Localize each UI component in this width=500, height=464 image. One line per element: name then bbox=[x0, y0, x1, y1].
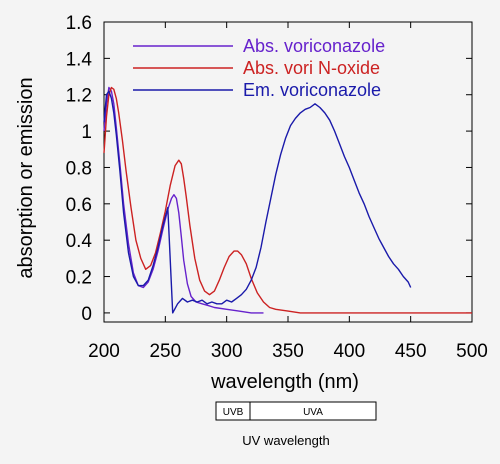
tick-marks bbox=[103, 21, 473, 322]
y-tick-label: 0.2 bbox=[66, 268, 92, 289]
y-tick-labels: 0 0.2 0.4 0.6 0.8 1 1.2 1.4 1.6 bbox=[66, 13, 93, 325]
x-tick-label: 300 bbox=[211, 341, 243, 362]
uv-band-box bbox=[215, 401, 377, 421]
legend-label: Abs. voriconazole bbox=[243, 36, 385, 56]
uva-label: UVA bbox=[303, 407, 323, 418]
series-line-2 bbox=[103, 86, 472, 314]
uv-band-caption: UV wavelength bbox=[242, 433, 329, 448]
y-tick-label: 1 bbox=[81, 122, 92, 143]
y-tick-label: 1.4 bbox=[66, 49, 93, 70]
legend-label: Em. voriconazole bbox=[243, 80, 381, 100]
y-axis-label: absorption or emission bbox=[15, 77, 37, 278]
x-tick-label: 500 bbox=[456, 341, 488, 362]
series-lines bbox=[103, 86, 472, 314]
x-tick-label: 400 bbox=[333, 341, 365, 362]
uv-wavelength-band: UVB UVA UV wavelength bbox=[215, 401, 377, 448]
y-tick-label: 0 bbox=[81, 304, 92, 325]
series-line-1 bbox=[103, 86, 264, 314]
legend-label: Abs. vori N-oxide bbox=[243, 58, 380, 78]
x-axis-label: wavelength (nm) bbox=[210, 371, 359, 393]
x-tick-label: 200 bbox=[88, 341, 120, 362]
y-tick-label: 0.6 bbox=[66, 195, 92, 216]
series-line-3 bbox=[103, 90, 412, 314]
y-tick-label: 1.6 bbox=[66, 13, 92, 34]
x-tick-label: 450 bbox=[395, 341, 427, 362]
y-tick-label: 0.8 bbox=[66, 158, 92, 179]
y-tick-label: 0.4 bbox=[66, 231, 93, 252]
uvb-label: UVB bbox=[223, 407, 244, 418]
x-tick-label: 250 bbox=[149, 341, 181, 362]
x-tick-label: 350 bbox=[272, 341, 304, 362]
y-tick-label: 1.2 bbox=[66, 86, 92, 107]
x-tick-labels: 200 250 300 350 400 450 500 bbox=[88, 341, 488, 362]
